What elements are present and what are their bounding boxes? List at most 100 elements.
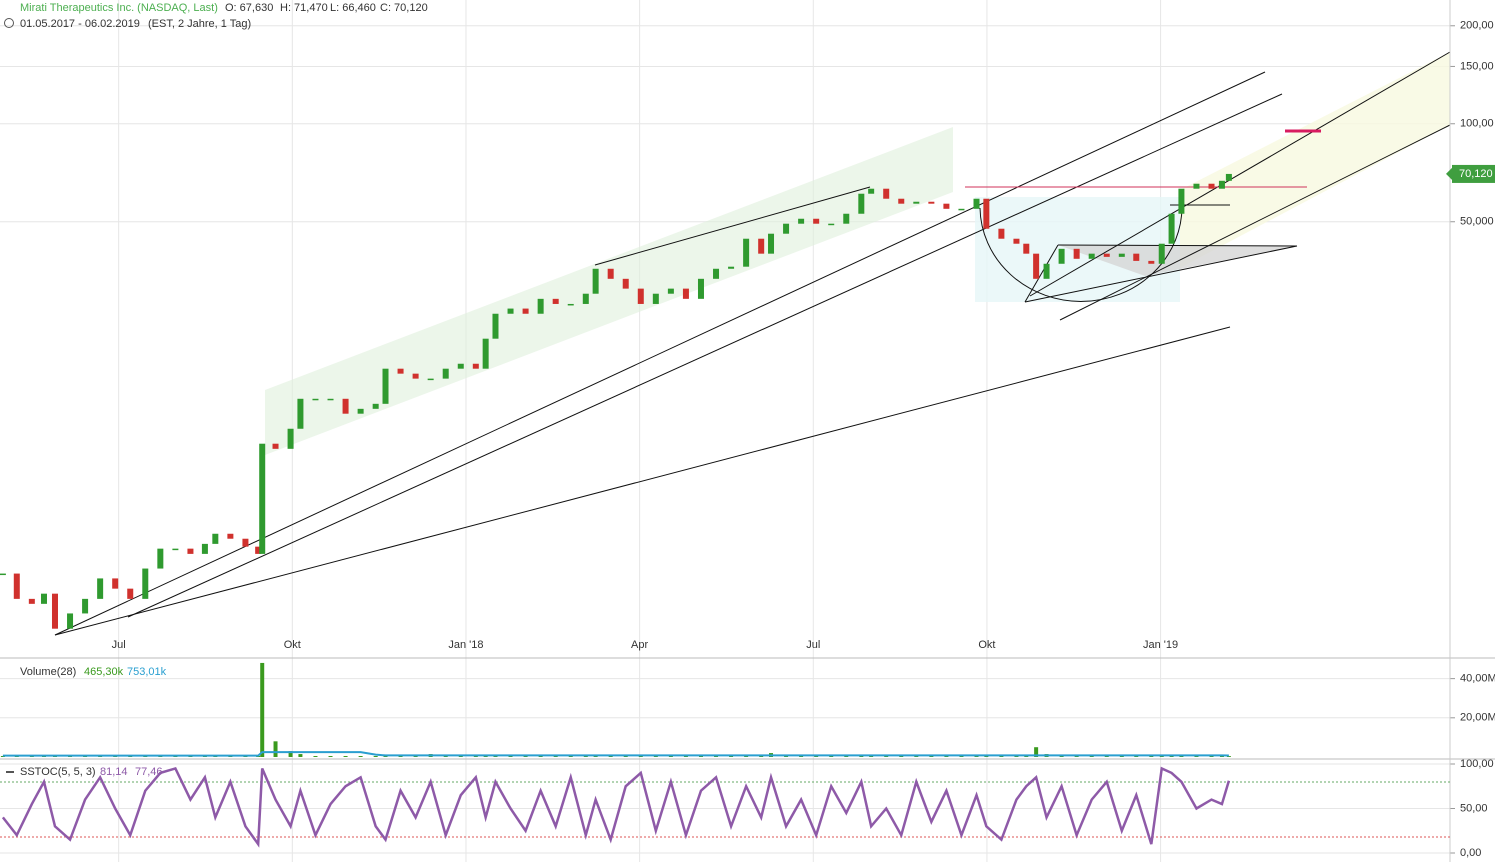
volume-bar	[553, 756, 558, 757]
volume-bar	[1169, 756, 1174, 757]
ohlc: L: 66,460	[330, 2, 376, 14]
candle	[40, 593, 47, 604]
candle	[412, 373, 419, 379]
ohlc: H: 71,470	[280, 2, 328, 14]
volume-bar	[829, 756, 834, 757]
volume-bar	[568, 756, 573, 757]
volume-bar	[473, 756, 478, 757]
volume-bar	[493, 756, 498, 757]
volume-bar	[844, 756, 849, 757]
candle	[242, 538, 249, 547]
y-tick-label: 50,000	[1460, 216, 1494, 228]
volume-bar	[683, 756, 688, 757]
y-tick-label: 150,00	[1460, 60, 1494, 72]
volume-bar	[298, 754, 303, 757]
volume-bar	[1194, 756, 1199, 757]
average-line	[2, 751, 1229, 757]
volume-bar	[899, 756, 904, 757]
candle	[868, 188, 875, 194]
candle	[958, 208, 965, 211]
volume-bar	[1074, 756, 1079, 757]
volume-bar	[260, 662, 265, 757]
candle	[537, 298, 544, 314]
candle	[1158, 243, 1165, 264]
candle	[28, 598, 35, 604]
volume-bar	[999, 756, 1004, 757]
ohlc: C: 70,120	[380, 2, 428, 14]
candle	[1193, 183, 1200, 189]
y-tick-label: 40,00M	[1460, 673, 1495, 685]
volume-bar	[328, 756, 333, 757]
candle	[67, 613, 74, 629]
volume-bar	[608, 756, 613, 757]
volume-bar	[373, 756, 378, 757]
volume-bar	[944, 756, 949, 757]
volume-legend: Volume(28)	[20, 666, 76, 678]
volume-bar	[638, 756, 643, 757]
stoch-line	[1, 766, 1231, 848]
candle	[522, 308, 529, 314]
volume-bar	[698, 756, 703, 757]
title: Mirati Therapeutics Inc. (NASDAQ, Last)	[20, 2, 218, 14]
candle	[1178, 188, 1185, 214]
candle	[51, 593, 58, 629]
legend-icon	[6, 771, 14, 773]
candle	[327, 398, 334, 401]
candle	[1088, 253, 1095, 259]
candle	[312, 398, 319, 401]
candle	[13, 573, 20, 599]
candle	[1103, 253, 1110, 257]
candle	[1023, 243, 1030, 254]
y-tick-label: 0,00	[1460, 847, 1481, 859]
volume-bar	[1149, 756, 1154, 757]
volume-bar	[814, 756, 819, 757]
candle	[201, 543, 208, 554]
candle	[1033, 253, 1040, 279]
candle	[342, 398, 349, 414]
candle	[272, 443, 279, 449]
volume-bar	[759, 756, 764, 757]
candle	[442, 368, 449, 379]
volume-bar	[508, 756, 513, 757]
volume-bar	[668, 756, 673, 757]
d-value: 77,46	[135, 766, 163, 778]
volume-bar	[343, 756, 348, 757]
candle	[552, 298, 559, 304]
candle	[507, 308, 514, 314]
volume-bar	[1219, 756, 1224, 757]
volume-bar	[1134, 756, 1139, 757]
badge-arrow	[1446, 167, 1452, 180]
y-tick-label: 20,00M	[1460, 712, 1495, 724]
volume-bar	[1089, 756, 1094, 757]
candle	[472, 363, 479, 369]
candle	[682, 288, 689, 299]
volume-bar	[653, 756, 658, 757]
candle	[898, 198, 905, 204]
y-tick-label: 200,00	[1460, 20, 1494, 32]
volume-bar	[443, 756, 448, 757]
candle	[743, 238, 750, 267]
volume-bar	[1014, 756, 1019, 757]
volume-bar	[929, 756, 934, 757]
candle	[0, 573, 6, 576]
candle	[382, 368, 389, 404]
clock-icon	[4, 18, 14, 28]
volume-bar	[413, 756, 418, 757]
candle	[1043, 263, 1050, 279]
candle	[1208, 183, 1215, 189]
candle	[883, 188, 890, 199]
stoch-legend: SSTOC(5, 5, 3)	[20, 766, 96, 778]
candle	[943, 203, 950, 209]
candle	[728, 266, 735, 269]
y-tick-label: 100,00	[1460, 758, 1494, 770]
candle	[1225, 173, 1232, 181]
volume-bar	[1104, 756, 1109, 757]
candle	[187, 548, 194, 554]
volume-value: 465,30k	[84, 666, 124, 678]
volume-bar	[0, 756, 5, 757]
volume-bar	[784, 756, 789, 757]
average-value: 753,01k	[127, 666, 167, 678]
candle	[1013, 238, 1020, 244]
volume-bar	[383, 756, 388, 757]
volume-bar	[884, 756, 889, 757]
